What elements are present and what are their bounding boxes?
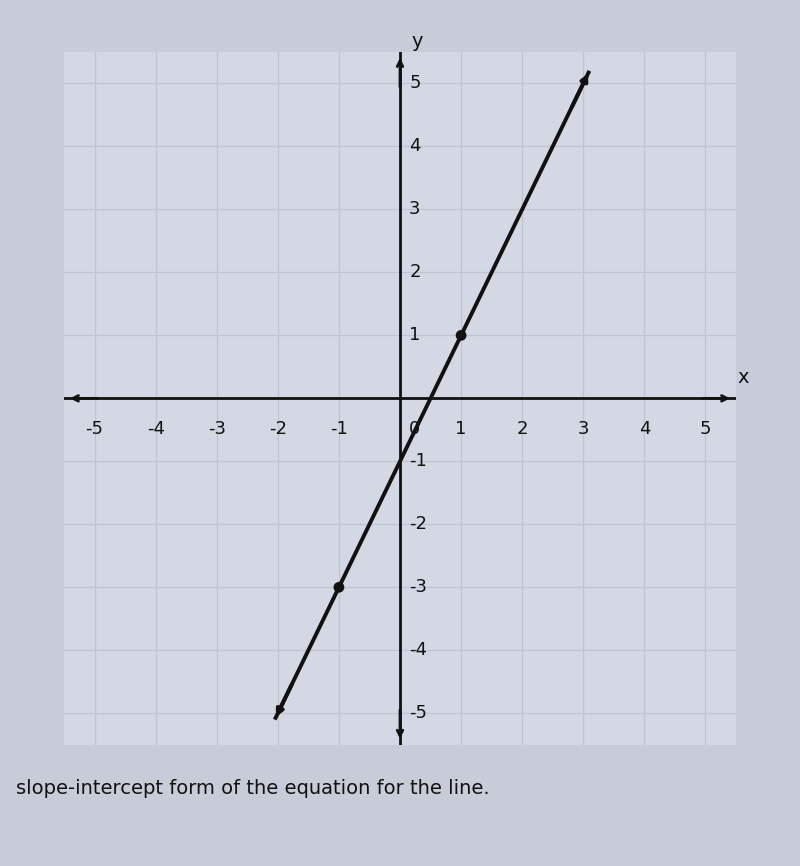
Text: 2: 2 [517,420,528,438]
Text: 3: 3 [578,420,589,438]
Text: -2: -2 [409,515,427,533]
Text: 1: 1 [409,326,421,345]
Text: -4: -4 [409,642,427,659]
Text: 0: 0 [409,420,421,438]
Text: -1: -1 [330,420,348,438]
Text: 4: 4 [638,420,650,438]
Point [454,328,467,342]
Text: 4: 4 [409,138,421,155]
Text: -4: -4 [146,420,165,438]
Text: x: x [738,368,749,387]
Text: -3: -3 [208,420,226,438]
Text: -3: -3 [409,578,427,597]
Text: 2: 2 [409,263,421,281]
Point [333,580,346,594]
Text: -2: -2 [269,420,287,438]
Text: -5: -5 [409,704,427,722]
Text: 5: 5 [409,74,421,93]
Text: slope-intercept form of the equation for the line.: slope-intercept form of the equation for… [16,779,490,798]
Text: y: y [411,32,422,51]
Text: -1: -1 [409,452,427,470]
Text: -5: -5 [86,420,103,438]
Text: 5: 5 [700,420,711,438]
Text: 3: 3 [409,200,421,218]
Text: 1: 1 [455,420,466,438]
